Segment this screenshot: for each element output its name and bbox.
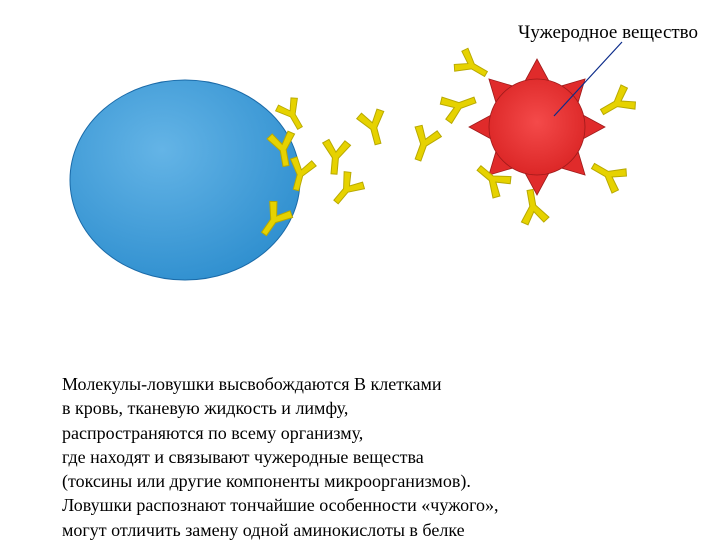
antigen-body	[489, 79, 585, 175]
antibody-6	[356, 108, 392, 148]
antibody-13	[595, 83, 638, 124]
antibody-5	[326, 169, 367, 211]
antibody-8	[438, 87, 480, 125]
antigen-label: Чужеродное вещество	[518, 22, 698, 44]
caption-text: Молекулы-ловушки высвобождаются В клетка…	[62, 372, 499, 540]
antibody-9	[451, 46, 492, 85]
diagram-stage: { "canvas": { "width": 720, "height": 54…	[0, 0, 720, 540]
antibody-11	[516, 188, 549, 226]
b-cell	[70, 80, 300, 280]
antibody-12	[586, 154, 629, 195]
antibody-7	[405, 123, 443, 165]
antibody-4	[320, 139, 351, 175]
diagram-layer	[70, 42, 638, 280]
